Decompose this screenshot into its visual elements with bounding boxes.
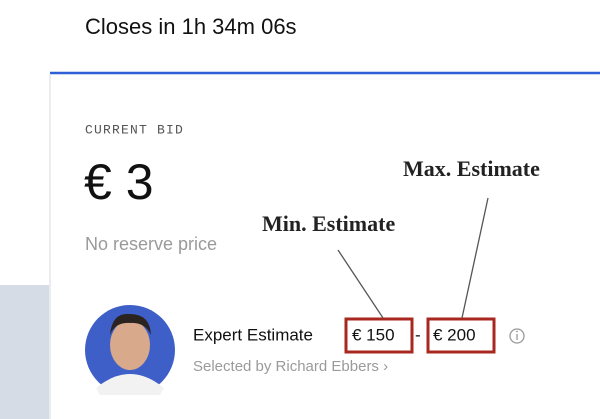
estimate-max: € 200 (433, 325, 476, 344)
info-icon-dot (516, 331, 518, 333)
annotation-min: Min. Estimate (262, 211, 395, 236)
avatar-face (110, 320, 150, 370)
annotation-max: Max. Estimate (403, 156, 540, 181)
screenshot: Closes in 1h 34m 06s CURRENT BID € 3 No … (0, 0, 600, 419)
selected-by-link[interactable]: Selected by Richard Ebbers › (193, 358, 388, 375)
countdown: Closes in 1h 34m 06s (85, 14, 297, 39)
bid-amount: € 3 (84, 154, 154, 210)
expert-label: Expert Estimate (193, 325, 313, 344)
page: Closes in 1h 34m 06s CURRENT BID € 3 No … (0, 0, 600, 419)
side-block (0, 285, 49, 419)
bid-label: CURRENT BID (85, 122, 184, 137)
reserve-note: No reserve price (85, 234, 217, 254)
estimate-min: € 150 (352, 325, 395, 344)
estimate-separator: - (415, 325, 421, 344)
